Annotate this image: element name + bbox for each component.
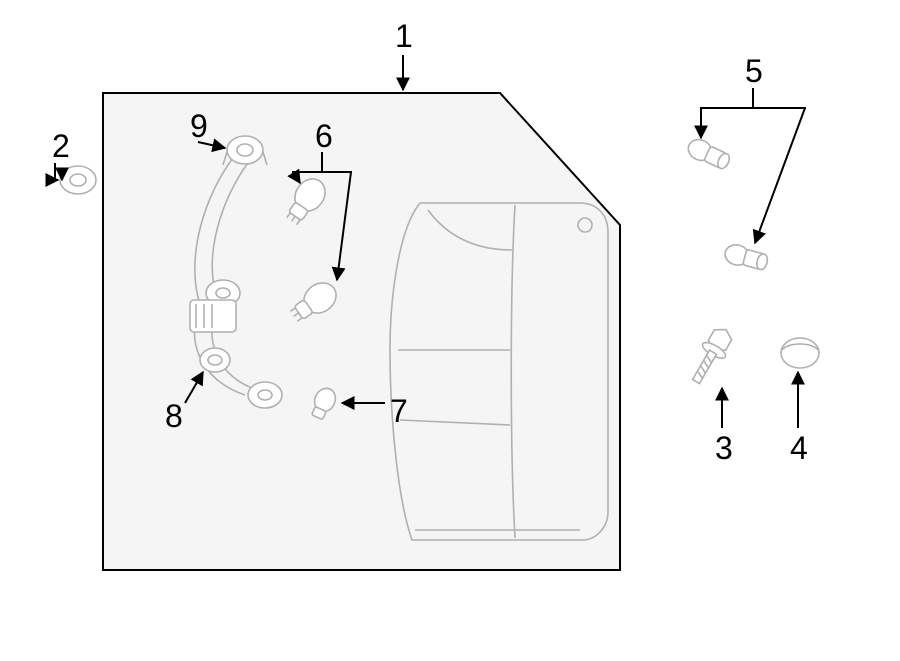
callout-label-3: 3	[715, 432, 733, 464]
cap-8	[200, 348, 230, 372]
diagram-stage: 1 2 3 4 5 6 7 8 9	[0, 0, 900, 661]
callout-label-7: 7	[390, 395, 408, 427]
nut-2	[60, 166, 96, 194]
callout-label-8: 8	[165, 400, 183, 432]
callout-label-4: 4	[790, 432, 808, 464]
socket-5-bottom	[723, 242, 770, 272]
socket-5-top	[685, 136, 732, 172]
panel-area	[103, 93, 620, 570]
callout-label-9: 9	[190, 110, 208, 142]
callout-label-1: 1	[395, 20, 413, 52]
diagram-svg	[0, 0, 900, 661]
callout-label-6: 6	[315, 120, 333, 152]
callout-label-2: 2	[52, 130, 70, 162]
cap-4	[781, 338, 819, 368]
callout-label-5: 5	[745, 55, 763, 87]
bolt-3	[685, 323, 738, 388]
